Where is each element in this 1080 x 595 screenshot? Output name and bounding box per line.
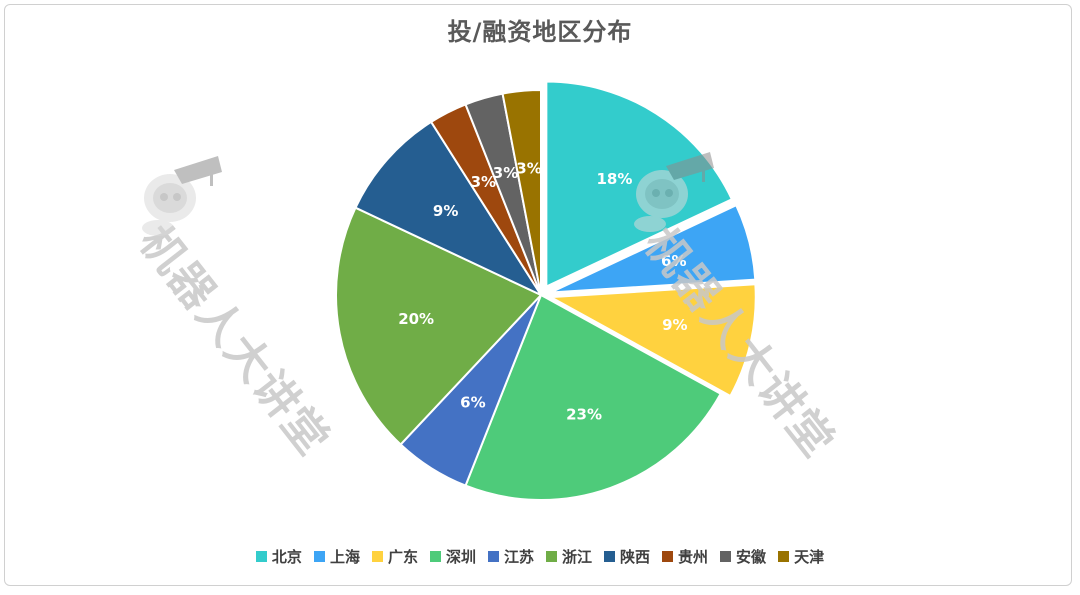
- chart-legend: 北京 上海 广东 深圳 江苏 浙江 陕西 贵州 安徽 天津: [0, 546, 1080, 567]
- legend-label-8: 安徽: [736, 548, 767, 566]
- data-label-3: 23%: [566, 406, 602, 424]
- data-label-5: 20%: [398, 310, 434, 328]
- legend-swatch-6: [604, 551, 616, 562]
- legend-swatch-7: [662, 551, 674, 562]
- data-label-2: 9%: [662, 316, 687, 334]
- legend-swatch-2: [371, 551, 383, 562]
- data-label-8: 3%: [493, 164, 518, 182]
- data-label-9: 3%: [516, 159, 541, 177]
- legend-swatch-1: [313, 551, 325, 562]
- legend-swatch-5: [546, 551, 557, 562]
- legend-item-4: 江苏: [487, 546, 534, 567]
- pie-slice-2: [547, 283, 757, 398]
- legend-swatch-8: [720, 551, 732, 562]
- legend-label-3: 深圳: [445, 548, 476, 566]
- data-label-1: 6%: [661, 252, 686, 270]
- legend-item-1: 上海: [313, 546, 360, 567]
- legend-item-0: 北京: [255, 546, 302, 567]
- legend-label-5: 浙江: [562, 548, 593, 566]
- legend-label-2: 广东: [387, 548, 418, 566]
- legend-item-3: 深圳: [429, 546, 476, 567]
- legend-swatch-0: [255, 551, 267, 562]
- legend-swatch-3: [429, 551, 441, 562]
- pie-slice-6: [354, 120, 544, 298]
- legend-item-6: 陕西: [604, 546, 650, 567]
- legend-item-2: 广东: [371, 546, 418, 567]
- data-label-4: 6%: [460, 393, 485, 411]
- legend-label-4: 江苏: [503, 548, 534, 566]
- legend-label-0: 北京: [271, 548, 302, 566]
- legend-label-9: 天津: [794, 548, 825, 566]
- legend-item-8: 安徽: [720, 546, 766, 567]
- legend-swatch-9: [778, 551, 790, 562]
- legend-label-1: 上海: [329, 548, 360, 566]
- legend-swatch-4: [487, 551, 499, 562]
- pie-slice-3: [464, 293, 723, 501]
- robot-logo-icon: [142, 156, 222, 236]
- legend-item-7: 贵州: [662, 546, 708, 567]
- robot-logo-icon-right: [634, 152, 714, 232]
- legend-item-5: 浙江: [546, 546, 592, 567]
- data-label-7: 3%: [471, 173, 496, 191]
- data-label-6: 9%: [433, 202, 458, 220]
- pie-slice-9: [501, 88, 542, 296]
- legend-label-7: 贵州: [678, 548, 709, 566]
- legend-label-6: 陕西: [620, 548, 651, 566]
- pie-slice-5: [335, 206, 543, 446]
- data-label-0: 18%: [597, 170, 633, 188]
- legend-item-9: 天津: [778, 546, 824, 567]
- chart-title: 投/融资地区分布: [447, 18, 633, 46]
- pie-slice-1: [550, 203, 757, 294]
